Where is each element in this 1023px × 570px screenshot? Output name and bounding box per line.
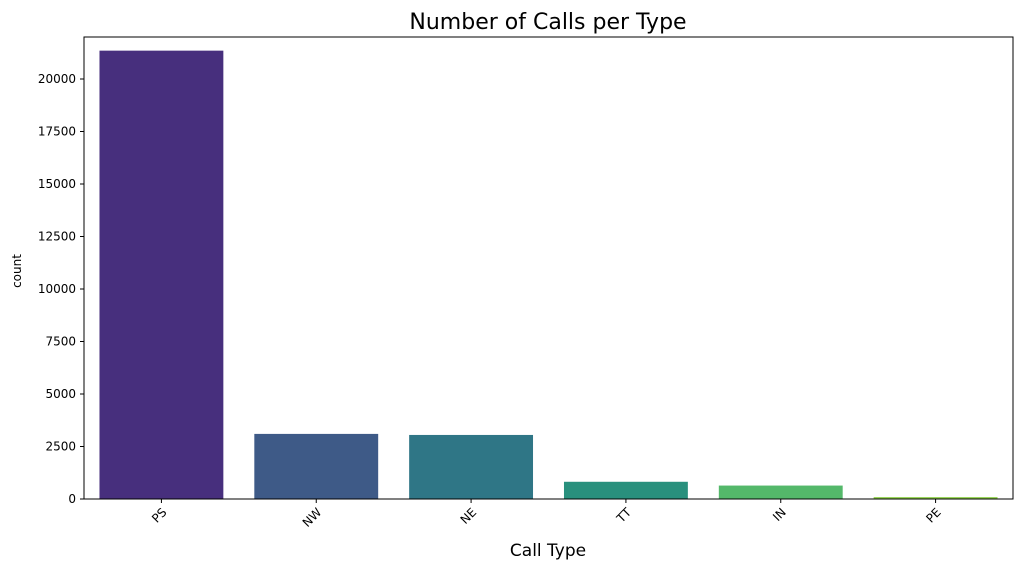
bar-in (718, 485, 843, 499)
y-axis: 0 2500 5000 7500 10000 12500 15000 17500 20000 (38, 72, 84, 506)
bar-nw (254, 433, 379, 499)
x-axis-label: Call Type (510, 541, 586, 561)
y-tick-label: 12500 (38, 230, 76, 244)
chart-title: Number of Calls per Type (409, 10, 686, 35)
y-tick-label: 20000 (38, 72, 76, 86)
y-tick-label: 0 (68, 492, 76, 506)
bar-pe (873, 497, 998, 499)
x-axis: PS NW NE TT IN PE (149, 499, 944, 530)
x-tick-label: NW (300, 505, 325, 530)
x-tick-label: TT (613, 505, 634, 526)
bar-ps (99, 50, 224, 500)
y-tick-label: 2500 (45, 440, 76, 454)
plot-frame (83, 36, 1014, 500)
x-tick-label: PE (923, 505, 943, 525)
y-tick-label: 17500 (38, 125, 76, 139)
x-tick-label: PS (149, 505, 169, 525)
bar-ne (409, 434, 534, 499)
y-tick-label: 10000 (38, 282, 76, 296)
y-tick-label: 15000 (38, 177, 76, 191)
bars-group (99, 50, 998, 500)
x-tick-label: NE (458, 505, 480, 527)
y-tick-label: 7500 (45, 335, 76, 349)
bar-tt (563, 481, 688, 499)
x-tick-label: IN (770, 505, 789, 524)
y-axis-label: count (10, 254, 24, 288)
y-tick-label: 5000 (45, 387, 76, 401)
